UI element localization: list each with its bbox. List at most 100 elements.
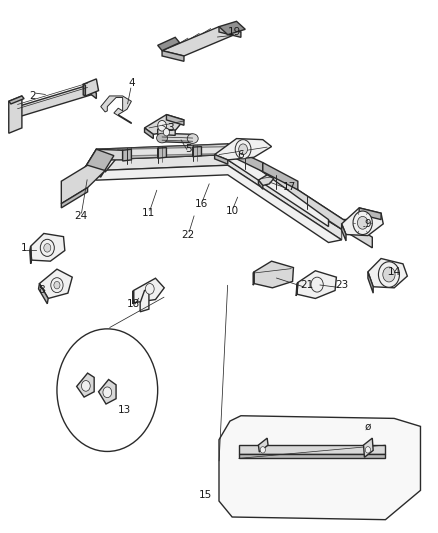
Text: 22: 22 — [182, 230, 195, 239]
Polygon shape — [30, 246, 32, 264]
Circle shape — [163, 128, 170, 136]
Polygon shape — [158, 129, 175, 135]
Polygon shape — [83, 149, 123, 181]
Circle shape — [383, 267, 395, 282]
Circle shape — [378, 262, 399, 287]
Circle shape — [54, 281, 60, 289]
Polygon shape — [140, 290, 149, 312]
Polygon shape — [39, 269, 72, 298]
Polygon shape — [342, 208, 383, 236]
Polygon shape — [162, 51, 184, 61]
Polygon shape — [162, 27, 241, 56]
Text: 4: 4 — [128, 78, 135, 87]
Polygon shape — [83, 144, 228, 181]
Polygon shape — [297, 271, 336, 298]
Text: 5: 5 — [185, 144, 192, 154]
Circle shape — [81, 381, 90, 391]
Polygon shape — [39, 284, 48, 304]
Polygon shape — [219, 27, 241, 37]
Polygon shape — [228, 144, 342, 229]
Text: 15: 15 — [199, 490, 212, 499]
Text: 17: 17 — [283, 182, 296, 191]
Polygon shape — [83, 79, 99, 96]
Text: 6: 6 — [237, 150, 244, 159]
Circle shape — [44, 244, 51, 252]
Circle shape — [103, 387, 112, 398]
Text: 1: 1 — [21, 243, 28, 253]
Polygon shape — [134, 278, 164, 303]
Polygon shape — [219, 416, 420, 520]
Polygon shape — [61, 165, 105, 204]
Circle shape — [158, 120, 166, 131]
Circle shape — [145, 284, 154, 294]
Polygon shape — [228, 147, 263, 172]
Polygon shape — [228, 147, 328, 227]
Circle shape — [260, 447, 265, 453]
Polygon shape — [368, 272, 373, 293]
Polygon shape — [83, 155, 342, 240]
Polygon shape — [9, 85, 96, 117]
Polygon shape — [239, 454, 385, 458]
Polygon shape — [133, 290, 134, 304]
Text: 23: 23 — [335, 280, 348, 290]
Polygon shape — [9, 96, 22, 133]
Polygon shape — [31, 233, 65, 261]
Polygon shape — [162, 133, 193, 143]
Circle shape — [365, 447, 371, 453]
Text: 8: 8 — [38, 286, 45, 295]
Polygon shape — [158, 148, 166, 158]
Circle shape — [353, 211, 372, 235]
Polygon shape — [193, 147, 201, 157]
Text: 2: 2 — [29, 91, 36, 101]
Polygon shape — [145, 128, 153, 139]
Polygon shape — [254, 261, 293, 288]
Text: ø: ø — [365, 422, 371, 431]
Text: 10: 10 — [226, 206, 239, 215]
Text: 11: 11 — [142, 208, 155, 218]
Circle shape — [235, 140, 251, 159]
Polygon shape — [83, 160, 96, 187]
Polygon shape — [215, 139, 272, 160]
Polygon shape — [145, 115, 184, 134]
Circle shape — [357, 216, 368, 229]
Text: 14: 14 — [388, 267, 401, 277]
Polygon shape — [123, 149, 131, 161]
Polygon shape — [9, 117, 18, 123]
Polygon shape — [342, 224, 346, 241]
Polygon shape — [258, 180, 263, 189]
Polygon shape — [83, 84, 85, 96]
Circle shape — [51, 278, 63, 293]
Polygon shape — [219, 21, 245, 35]
Polygon shape — [368, 259, 407, 288]
Polygon shape — [99, 379, 116, 404]
Polygon shape — [215, 155, 228, 164]
Circle shape — [57, 329, 158, 451]
Ellipse shape — [157, 133, 167, 143]
Text: 18: 18 — [127, 299, 140, 309]
Polygon shape — [342, 219, 350, 229]
Polygon shape — [96, 144, 228, 160]
Polygon shape — [9, 96, 24, 104]
Polygon shape — [166, 115, 184, 125]
Polygon shape — [158, 37, 180, 51]
Text: 3: 3 — [167, 123, 174, 133]
Polygon shape — [263, 163, 298, 190]
Polygon shape — [258, 438, 268, 452]
Polygon shape — [359, 208, 381, 220]
Polygon shape — [228, 144, 372, 248]
Text: 13: 13 — [118, 406, 131, 415]
Circle shape — [311, 277, 323, 292]
Circle shape — [239, 144, 247, 155]
Ellipse shape — [187, 134, 198, 143]
Circle shape — [40, 239, 54, 256]
Text: 9: 9 — [364, 219, 371, 229]
Text: 16: 16 — [195, 199, 208, 208]
Polygon shape — [258, 175, 274, 185]
Polygon shape — [364, 438, 373, 457]
Polygon shape — [61, 188, 88, 208]
Polygon shape — [105, 147, 228, 172]
Polygon shape — [253, 272, 254, 285]
Text: 24: 24 — [74, 211, 88, 221]
Text: 21: 21 — [300, 280, 313, 290]
Text: 19: 19 — [228, 27, 241, 37]
